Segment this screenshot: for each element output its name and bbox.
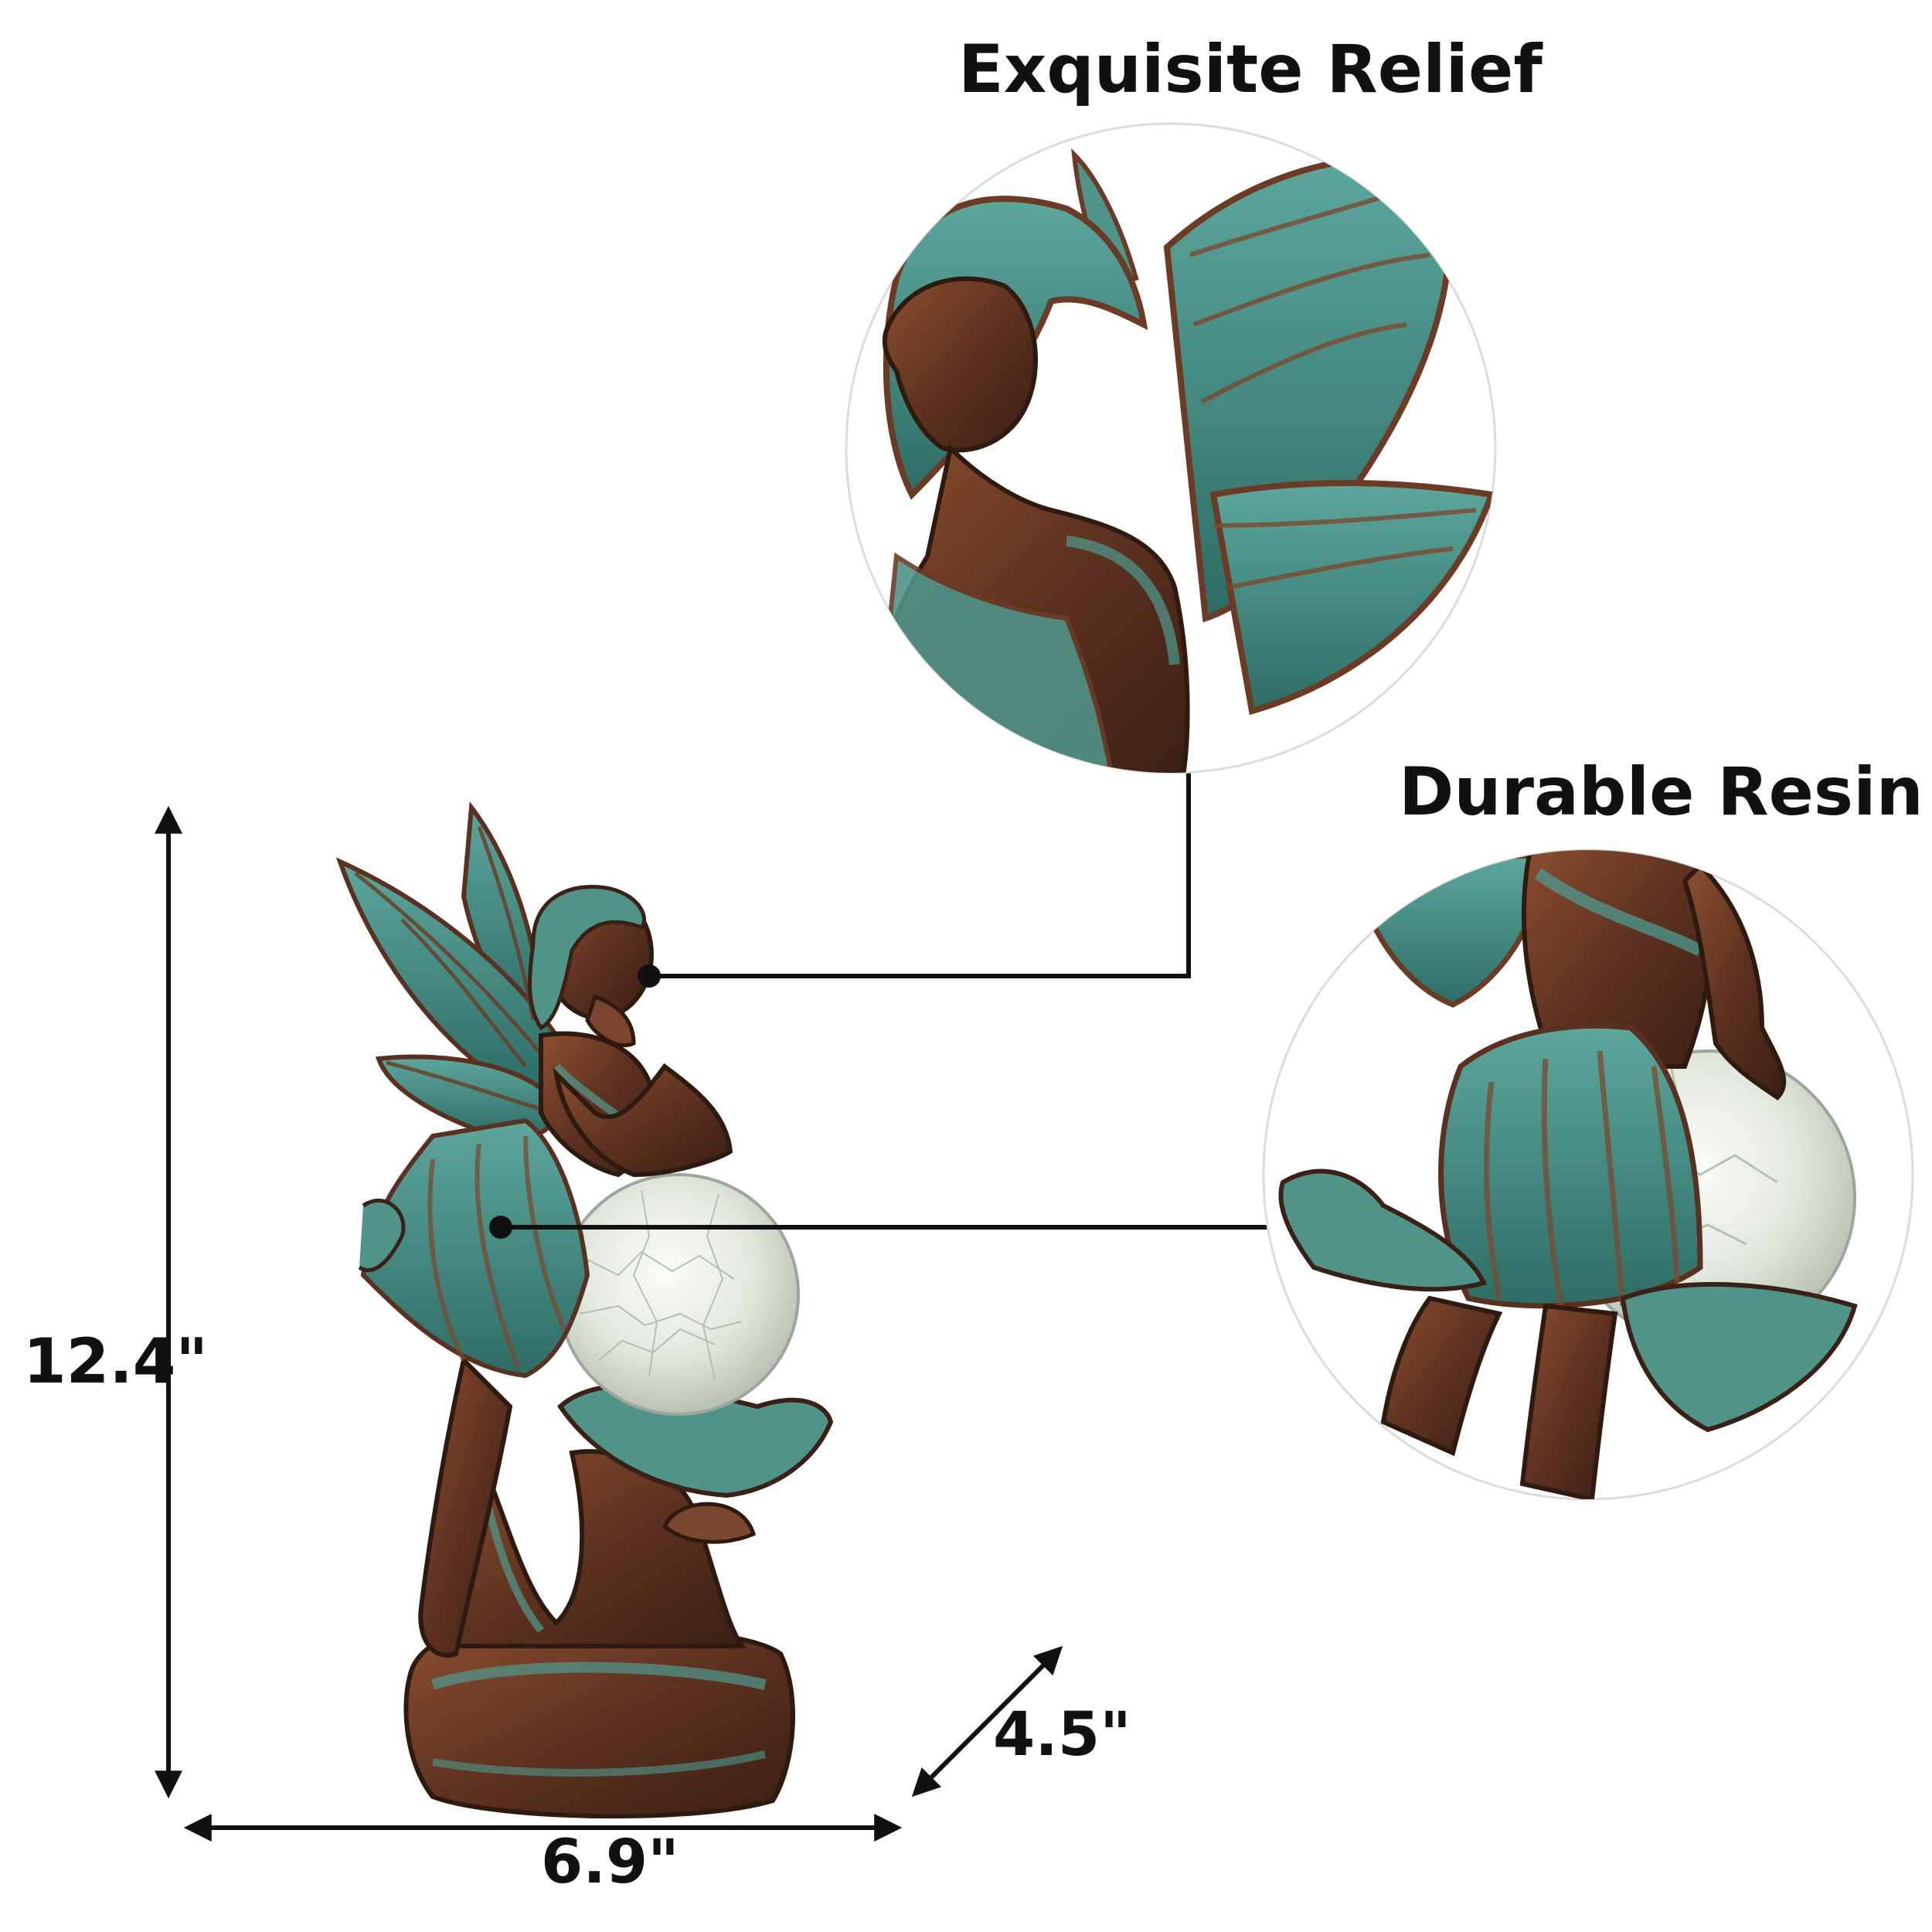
statue-leg [418, 1355, 513, 1658]
callout-title-resin: Durable Resin [1399, 753, 1923, 831]
callout-lines [501, 765, 1267, 1230]
statue-arm [553, 1063, 733, 1178]
callout-line-relief [649, 765, 1191, 978]
detail-circle-resin [1262, 849, 1914, 1501]
depth-arrow [911, 1645, 1063, 1798]
statue-glass-globe [557, 1173, 800, 1416]
depth-dimension-label: 4.5" [993, 1700, 1131, 1770]
height-dimension-label: 12.4" [23, 1325, 209, 1397]
width-dimension-label: 6.9" [541, 1828, 679, 1897]
statue-hair [528, 885, 647, 1031]
statue-base [403, 1620, 795, 1819]
fairy-statue [335, 801, 834, 1819]
callout-dot-resin [489, 1216, 512, 1239]
detail-circle-relief [845, 122, 1497, 774]
dimension-markers [155, 805, 1063, 1842]
callout-dot-relief [638, 964, 661, 988]
statue-mushroom [662, 1502, 757, 1544]
callout-title-relief: Exquisite Relief [958, 31, 1543, 108]
